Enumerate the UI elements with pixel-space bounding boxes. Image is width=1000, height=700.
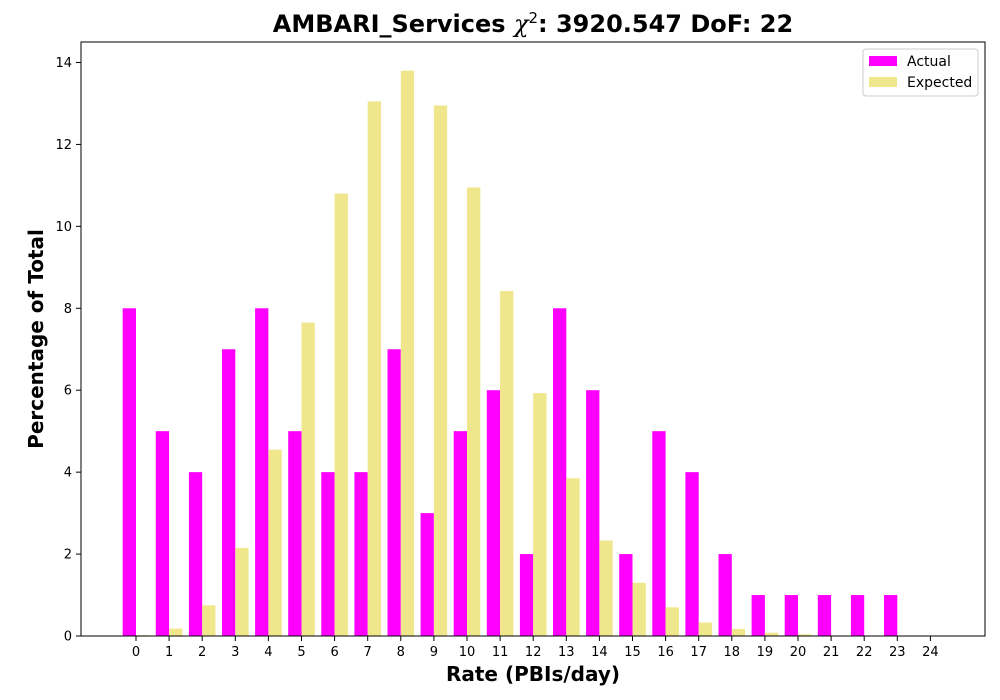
bar-actual-22 — [850, 595, 865, 636]
bar-actual-23 — [884, 595, 898, 636]
x-tick-label-4: 4 — [264, 645, 272, 660]
bar-expected-18 — [731, 629, 746, 636]
y-tick-label-4: 4 — [64, 466, 72, 481]
bar-actual-12 — [519, 554, 534, 636]
title-chi: χ — [512, 10, 530, 38]
title-main: AMBARI_Services — [273, 10, 514, 38]
y-tick-label-8: 8 — [64, 302, 72, 317]
y-tick-label-0: 0 — [64, 630, 72, 645]
y-tick-label-6: 6 — [64, 384, 72, 399]
x-tick-label-24: 24 — [922, 645, 939, 660]
x-tick-label-7: 7 — [364, 645, 372, 660]
bar-expected-3 — [235, 547, 249, 636]
bar-actual-7 — [354, 472, 368, 636]
bar-expected-19 — [764, 632, 779, 636]
x-axis-label: Rate (PBIs/day) — [446, 662, 620, 686]
x-tick-label-14: 14 — [591, 645, 608, 660]
bar-actual-15 — [619, 554, 633, 636]
bar-actual-0 — [122, 308, 136, 636]
bar-actual-1 — [155, 431, 170, 636]
x-tick-label-10: 10 — [459, 645, 476, 660]
bar-actual-19 — [751, 595, 765, 636]
x-tick-label-2: 2 — [198, 645, 206, 660]
x-tick-label-8: 8 — [397, 645, 405, 660]
bar-expected-2 — [202, 605, 216, 636]
x-tick-label-21: 21 — [823, 645, 840, 660]
bar-actual-20 — [784, 595, 798, 636]
bar-expected-16 — [665, 607, 679, 636]
x-tick-label-17: 17 — [690, 645, 707, 660]
x-tick-label-9: 9 — [430, 645, 438, 660]
bar-actual-9 — [420, 513, 434, 636]
x-tick-label-18: 18 — [724, 645, 741, 660]
x-tick-label-19: 19 — [757, 645, 774, 660]
title-sup: 2 — [528, 9, 538, 27]
bars-layer — [122, 70, 944, 637]
bar-actual-14 — [586, 390, 600, 636]
bar-actual-8 — [387, 349, 401, 636]
bar-actual-6 — [321, 472, 335, 636]
bar-expected-17 — [698, 622, 712, 636]
bar-actual-11 — [486, 390, 501, 636]
bar-expected-20 — [798, 634, 812, 636]
plot-frame — [80, 41, 986, 637]
x-tick-label-22: 22 — [856, 645, 873, 660]
x-tick-label-12: 12 — [525, 645, 542, 660]
bar-expected-14 — [599, 540, 613, 636]
x-tick-label-11: 11 — [492, 645, 509, 660]
bar-actual-17 — [685, 472, 699, 636]
x-tick-label-3: 3 — [231, 645, 239, 660]
title-rest: : 3920.547 DoF: 22 — [538, 10, 793, 38]
bar-expected-8 — [400, 70, 415, 637]
bar-expected-9 — [433, 105, 448, 636]
x-tick-label-15: 15 — [624, 645, 641, 660]
bar-expected-5 — [301, 322, 315, 636]
y-tick-label-10: 10 — [55, 220, 72, 235]
bar-actual-4 — [255, 308, 269, 636]
bar-actual-10 — [453, 431, 467, 636]
bar-expected-11 — [500, 291, 514, 636]
bar-expected-6 — [334, 193, 348, 636]
x-tick-label-13: 13 — [558, 645, 575, 660]
y-axis-label: Percentage of Total — [24, 229, 48, 449]
legend-label-actual: Actual — [907, 54, 951, 70]
bar-actual-18 — [718, 554, 732, 636]
x-tick-label-20: 20 — [790, 645, 807, 660]
bar-expected-7 — [367, 101, 381, 636]
bar-actual-13 — [553, 308, 567, 636]
bar-actual-16 — [652, 431, 666, 636]
bar-expected-4 — [268, 449, 282, 636]
y-tick-label-14: 14 — [55, 56, 72, 71]
x-tick-label-1: 1 — [165, 645, 173, 660]
y-tick-label-2: 2 — [64, 548, 72, 563]
bar-expected-1 — [169, 628, 183, 636]
bar-actual-3 — [222, 349, 236, 636]
chart-title: AMBARI_Services χ2: 3920.547 DoF: 22 — [273, 9, 793, 38]
x-tick-label-0: 0 — [132, 645, 140, 660]
bar-actual-21 — [817, 595, 832, 636]
legend-label-expected: Expected — [907, 75, 972, 91]
legend: Actual Expected — [862, 48, 979, 97]
bar-expected-12 — [533, 393, 547, 636]
bar-expected-15 — [632, 582, 646, 636]
legend-swatch-actual — [869, 56, 897, 66]
bar-expected-10 — [467, 187, 481, 636]
bar-actual-5 — [288, 431, 302, 636]
x-tick-label-6: 6 — [330, 645, 338, 660]
legend-swatch-expected — [869, 77, 897, 87]
x-tick-label-5: 5 — [297, 645, 305, 660]
bar-expected-13 — [566, 478, 580, 636]
ticks-layer: 0 1 2 3 4 5 6 7 8 9 10 11 12 13 14 15 16 17 18 19 20 21 22 23 24… — [55, 56, 938, 660]
bar-actual-2 — [188, 472, 203, 636]
x-tick-label-16: 16 — [657, 645, 674, 660]
x-tick-label-23: 23 — [889, 645, 906, 660]
y-tick-label-12: 12 — [55, 138, 72, 153]
